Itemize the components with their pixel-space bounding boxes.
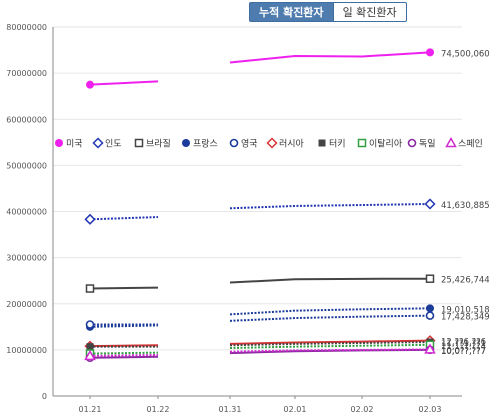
x-tick-label: 02.01: [284, 405, 307, 414]
x-tick-label: 01.22: [147, 405, 170, 414]
legend-item: 인도: [92, 137, 122, 150]
legend-item: 러시아: [266, 137, 305, 150]
data-point-marker: [425, 311, 435, 320]
series-line: [229, 339, 431, 345]
data-point-marker: [85, 284, 95, 293]
series-1: [86, 48, 434, 89]
legend-label: 영국: [241, 139, 258, 150]
legend-marker: [92, 137, 104, 149]
series-line: [229, 314, 431, 322]
legend-item: 미국: [55, 139, 83, 150]
y-tick-label: 20000000: [6, 300, 47, 309]
end-value-label: 10,0??,??7: [441, 346, 486, 356]
legend-item: 브라질: [134, 138, 171, 150]
legend-item: 독일: [407, 138, 436, 150]
series-line: [89, 353, 159, 357]
legend-marker: [357, 138, 367, 148]
legend-item: 터키: [318, 139, 346, 150]
x-tick-label: 01.31: [219, 405, 242, 414]
y-tick-label: 80000000: [6, 23, 47, 32]
series-line: [229, 202, 431, 210]
series-line: [89, 355, 159, 359]
end-value-label: 19,010,518: [441, 305, 490, 315]
series-line: [89, 286, 159, 290]
data-point-marker: [85, 320, 95, 329]
series-line: [229, 343, 431, 350]
mode-tabs: 누적 확진환자 일 확진환자: [249, 2, 407, 22]
legend-label: 이탈리아: [369, 139, 403, 150]
tab-cumulative-cases[interactable]: 누적 확진환자: [249, 2, 334, 22]
legend-marker: [182, 139, 190, 147]
x-tick-label: 02.02: [351, 405, 374, 414]
series-line: [89, 351, 159, 355]
end-value-label: 10,0??,??7: [441, 347, 486, 357]
end-value-label: 11,1??,??4: [441, 342, 486, 352]
series-5: [85, 311, 435, 329]
data-point-marker: [425, 274, 435, 283]
data-point-marker: [84, 349, 96, 361]
series-7: [86, 338, 434, 351]
end-value-label: 25,426,744: [441, 276, 490, 286]
y-tick-label: 70000000: [6, 69, 47, 78]
end-value-label: 41,630,885: [441, 201, 490, 211]
series-line: [229, 348, 431, 353]
series-line: [229, 307, 431, 316]
series-10: [84, 343, 436, 361]
legend-label: 스페인: [458, 139, 483, 150]
series-9: [85, 345, 435, 363]
y-tick-label: 40000000: [6, 208, 47, 217]
legend-marker: [445, 136, 457, 148]
legend-item: 프랑스: [182, 138, 218, 150]
legend-marker: [318, 139, 326, 147]
series-line: [89, 80, 159, 86]
data-point-marker: [86, 80, 94, 89]
series-4: [86, 304, 434, 331]
legend-label: 브라질: [146, 138, 171, 150]
series-line: [229, 277, 431, 284]
tab-daily-cases[interactable]: 일 확진환자: [333, 2, 407, 22]
y-tick-label: 50000000: [6, 161, 47, 170]
y-tick-label: 30000000: [6, 254, 47, 263]
legend-item: 스페인: [445, 136, 483, 150]
legend-item: 영국: [229, 138, 258, 150]
data-point-marker: [426, 48, 434, 57]
legend: 미국 인도 브라질 프랑스 영국 러시아 터키 이탈리아 독일 스페인: [55, 136, 483, 150]
legend-label: 러시아: [279, 139, 305, 150]
series-line: [229, 51, 431, 64]
legend-label: 독일: [419, 139, 436, 150]
legend-label: 미국: [66, 139, 83, 150]
series-line: [229, 341, 431, 347]
end-value-label: 11,??1,??1: [441, 339, 486, 349]
x-tick-label: 01.21: [79, 405, 102, 414]
series-3: [85, 274, 435, 293]
data-point-marker: [424, 343, 436, 354]
legend-label: 터키: [329, 139, 346, 150]
series-line: [89, 324, 159, 328]
end-value-label: 12,??6,??6: [441, 338, 486, 348]
x-tick-label: 02.03: [419, 405, 442, 414]
data-point-marker: [86, 343, 94, 351]
data-point-marker: [84, 213, 96, 225]
data-point-marker: [424, 198, 436, 210]
legend-marker: [55, 139, 63, 147]
end-value-label: 17,428,349: [441, 313, 490, 323]
series-line: [89, 216, 159, 221]
legend-marker: [266, 137, 278, 149]
y-tick-label: 0: [42, 392, 47, 401]
legend-item: 이탈리아: [357, 138, 403, 150]
y-tick-label: 60000000: [6, 115, 47, 124]
legend-marker: [134, 138, 144, 148]
end-value-label: 74,500,060: [441, 49, 490, 59]
legend-marker: [229, 138, 239, 148]
legend-marker: [407, 138, 417, 148]
legend-label: 인도: [105, 139, 122, 150]
y-tick-label: 10000000: [6, 346, 47, 355]
data-point-marker: [426, 304, 434, 313]
legend-label: 프랑스: [193, 138, 218, 150]
series-2: [84, 198, 436, 225]
